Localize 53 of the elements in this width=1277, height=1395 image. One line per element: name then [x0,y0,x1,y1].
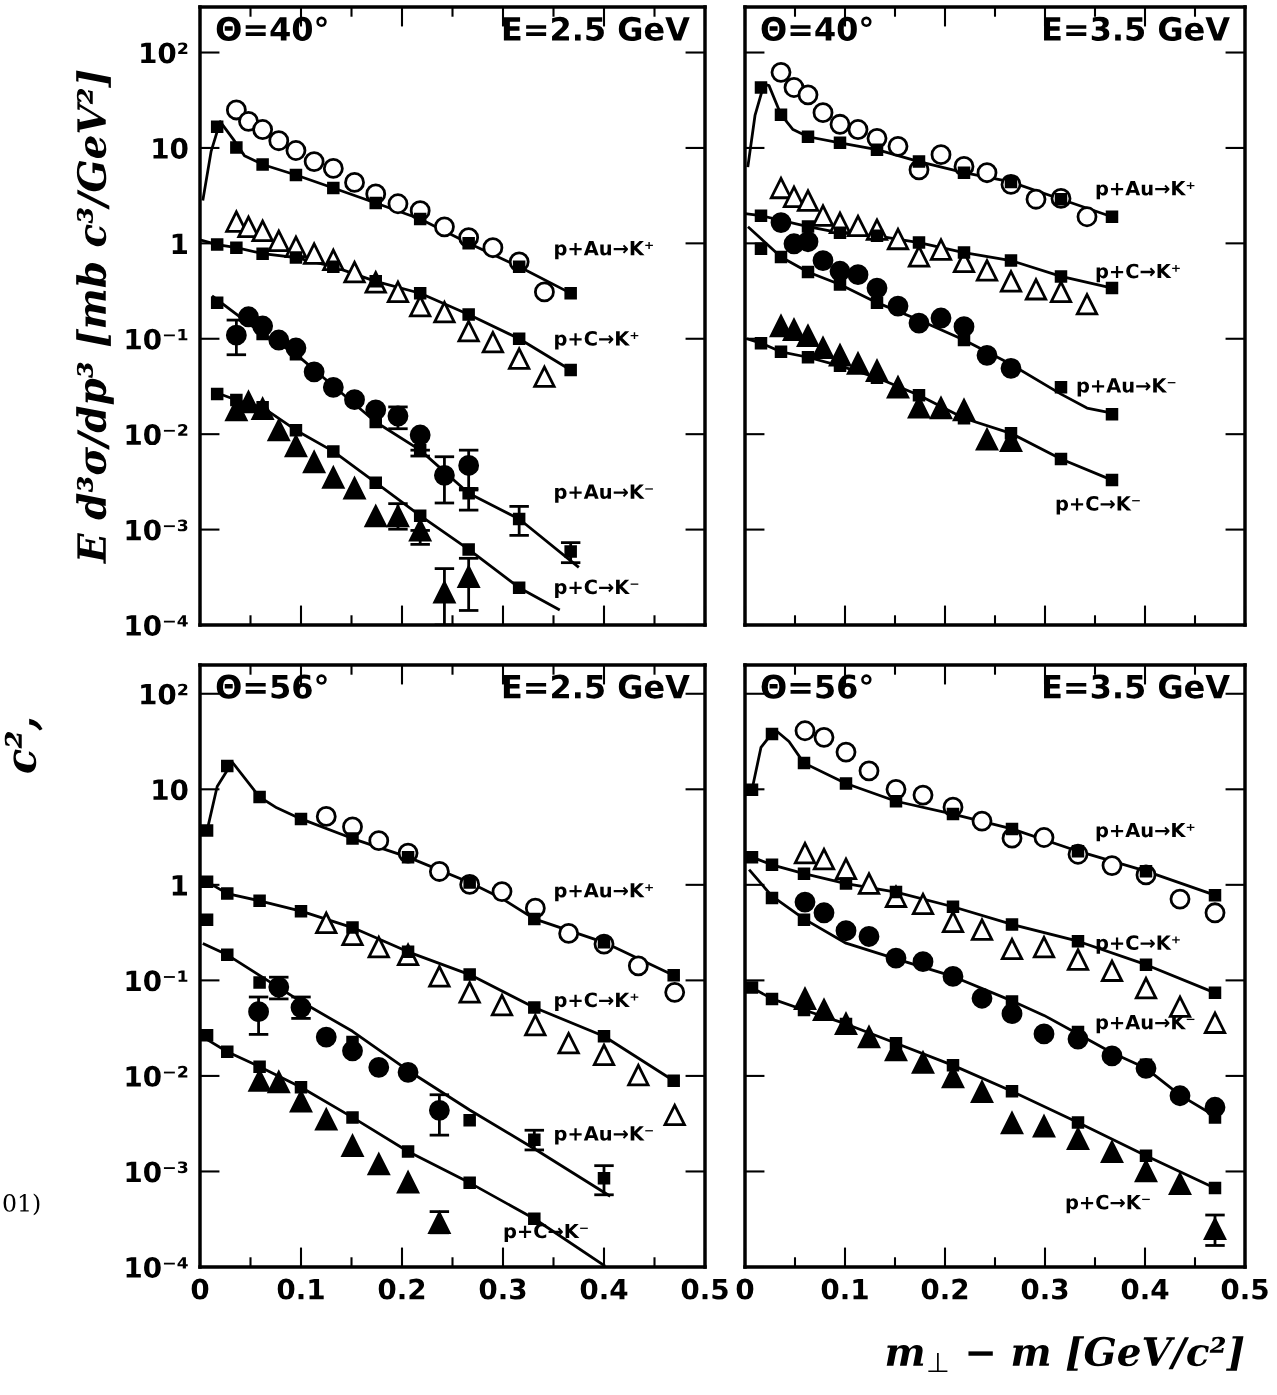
annotation: p+C→K⁺ [1096,263,1180,283]
annotation: p+C→K⁻ [1056,496,1140,515]
annotation: p+C→K⁺ [1096,935,1180,954]
annotation: p+C→K⁻ [1066,1194,1150,1214]
y-tick-label: 10⁻³ [126,1161,188,1183]
x-tick-label: 0 [736,1278,754,1300]
annotation: p+C→K⁺ [555,331,639,350]
annotation: E=3.5 GeV [1044,674,1230,699]
annotation: p+C→K⁺ [555,992,639,1011]
annotation: p+Au→K⁺ [1096,822,1195,842]
x-axis-title: m$_{⊥}$ − m [GeV/c²] [886,1336,1244,1373]
annotation: E=2.5 GeV [503,674,690,699]
y-tick-label: 10² [141,683,188,705]
annotation: p+Au→K⁺ [555,883,653,902]
y-tick-label: 10⁻¹ [126,970,188,992]
annotation: Θ=40° [761,16,872,41]
annotation: Θ=40° [216,16,327,41]
text: 01) [3,1193,40,1216]
y-tick-label: 10⁻² [126,1065,188,1087]
y-tick-label: 1 [172,875,187,896]
x-tick-label: 0.1 [277,1278,324,1300]
y-tick-label: 10⁻³ [126,519,188,541]
x-tick-label: 0.3 [1021,1278,1068,1300]
annotation: p+C→K⁻ [555,579,639,598]
y-tick-label: 10⁻² [126,424,188,446]
annotation: Θ=56° [216,674,327,699]
x-tick-label: 0.2 [378,1278,425,1300]
annotation: E=2.5 GeV [503,16,690,41]
text: c², [4,718,43,773]
y-tick-label: 10 [153,779,188,801]
y-tick-label: 10² [141,42,188,64]
y-tick-label: 1 [172,233,187,254]
annotation: p+Au→K⁻ [555,1126,653,1145]
annotation: p+Au→K⁻ [1077,378,1176,397]
y-axis-title: E d³σ/dp³ [mb c³/GeV²] [76,70,114,564]
y-tick-label: 10⁻¹ [126,328,188,350]
y-tick-label: 10 [153,137,188,159]
x-tick-label: 0.1 [821,1278,868,1300]
y-tick-label: 10⁻⁴ [126,614,188,636]
annotation: p+Au→K⁺ [555,241,653,260]
x-tick-label: 0.3 [479,1278,526,1300]
x-tick-label: 0.5 [681,1278,728,1300]
annotation: E=3.5 GeV [1044,16,1230,41]
x-tick-label: 0.2 [921,1278,968,1300]
x-tick-label: 0.4 [580,1278,628,1300]
y-tick-label: 10⁻⁴ [126,1256,188,1278]
annotation: p+Au→K⁺ [1096,181,1195,200]
x-tick-label: 0 [191,1278,209,1300]
annotation: p+Au→K⁻ [555,484,653,503]
annotation: p+Au→K⁻ [1096,1014,1195,1034]
x-tick-label: 0.5 [1221,1278,1268,1300]
x-tick-label: 0.4 [1121,1278,1169,1300]
annotation: Θ=56° [761,674,872,699]
